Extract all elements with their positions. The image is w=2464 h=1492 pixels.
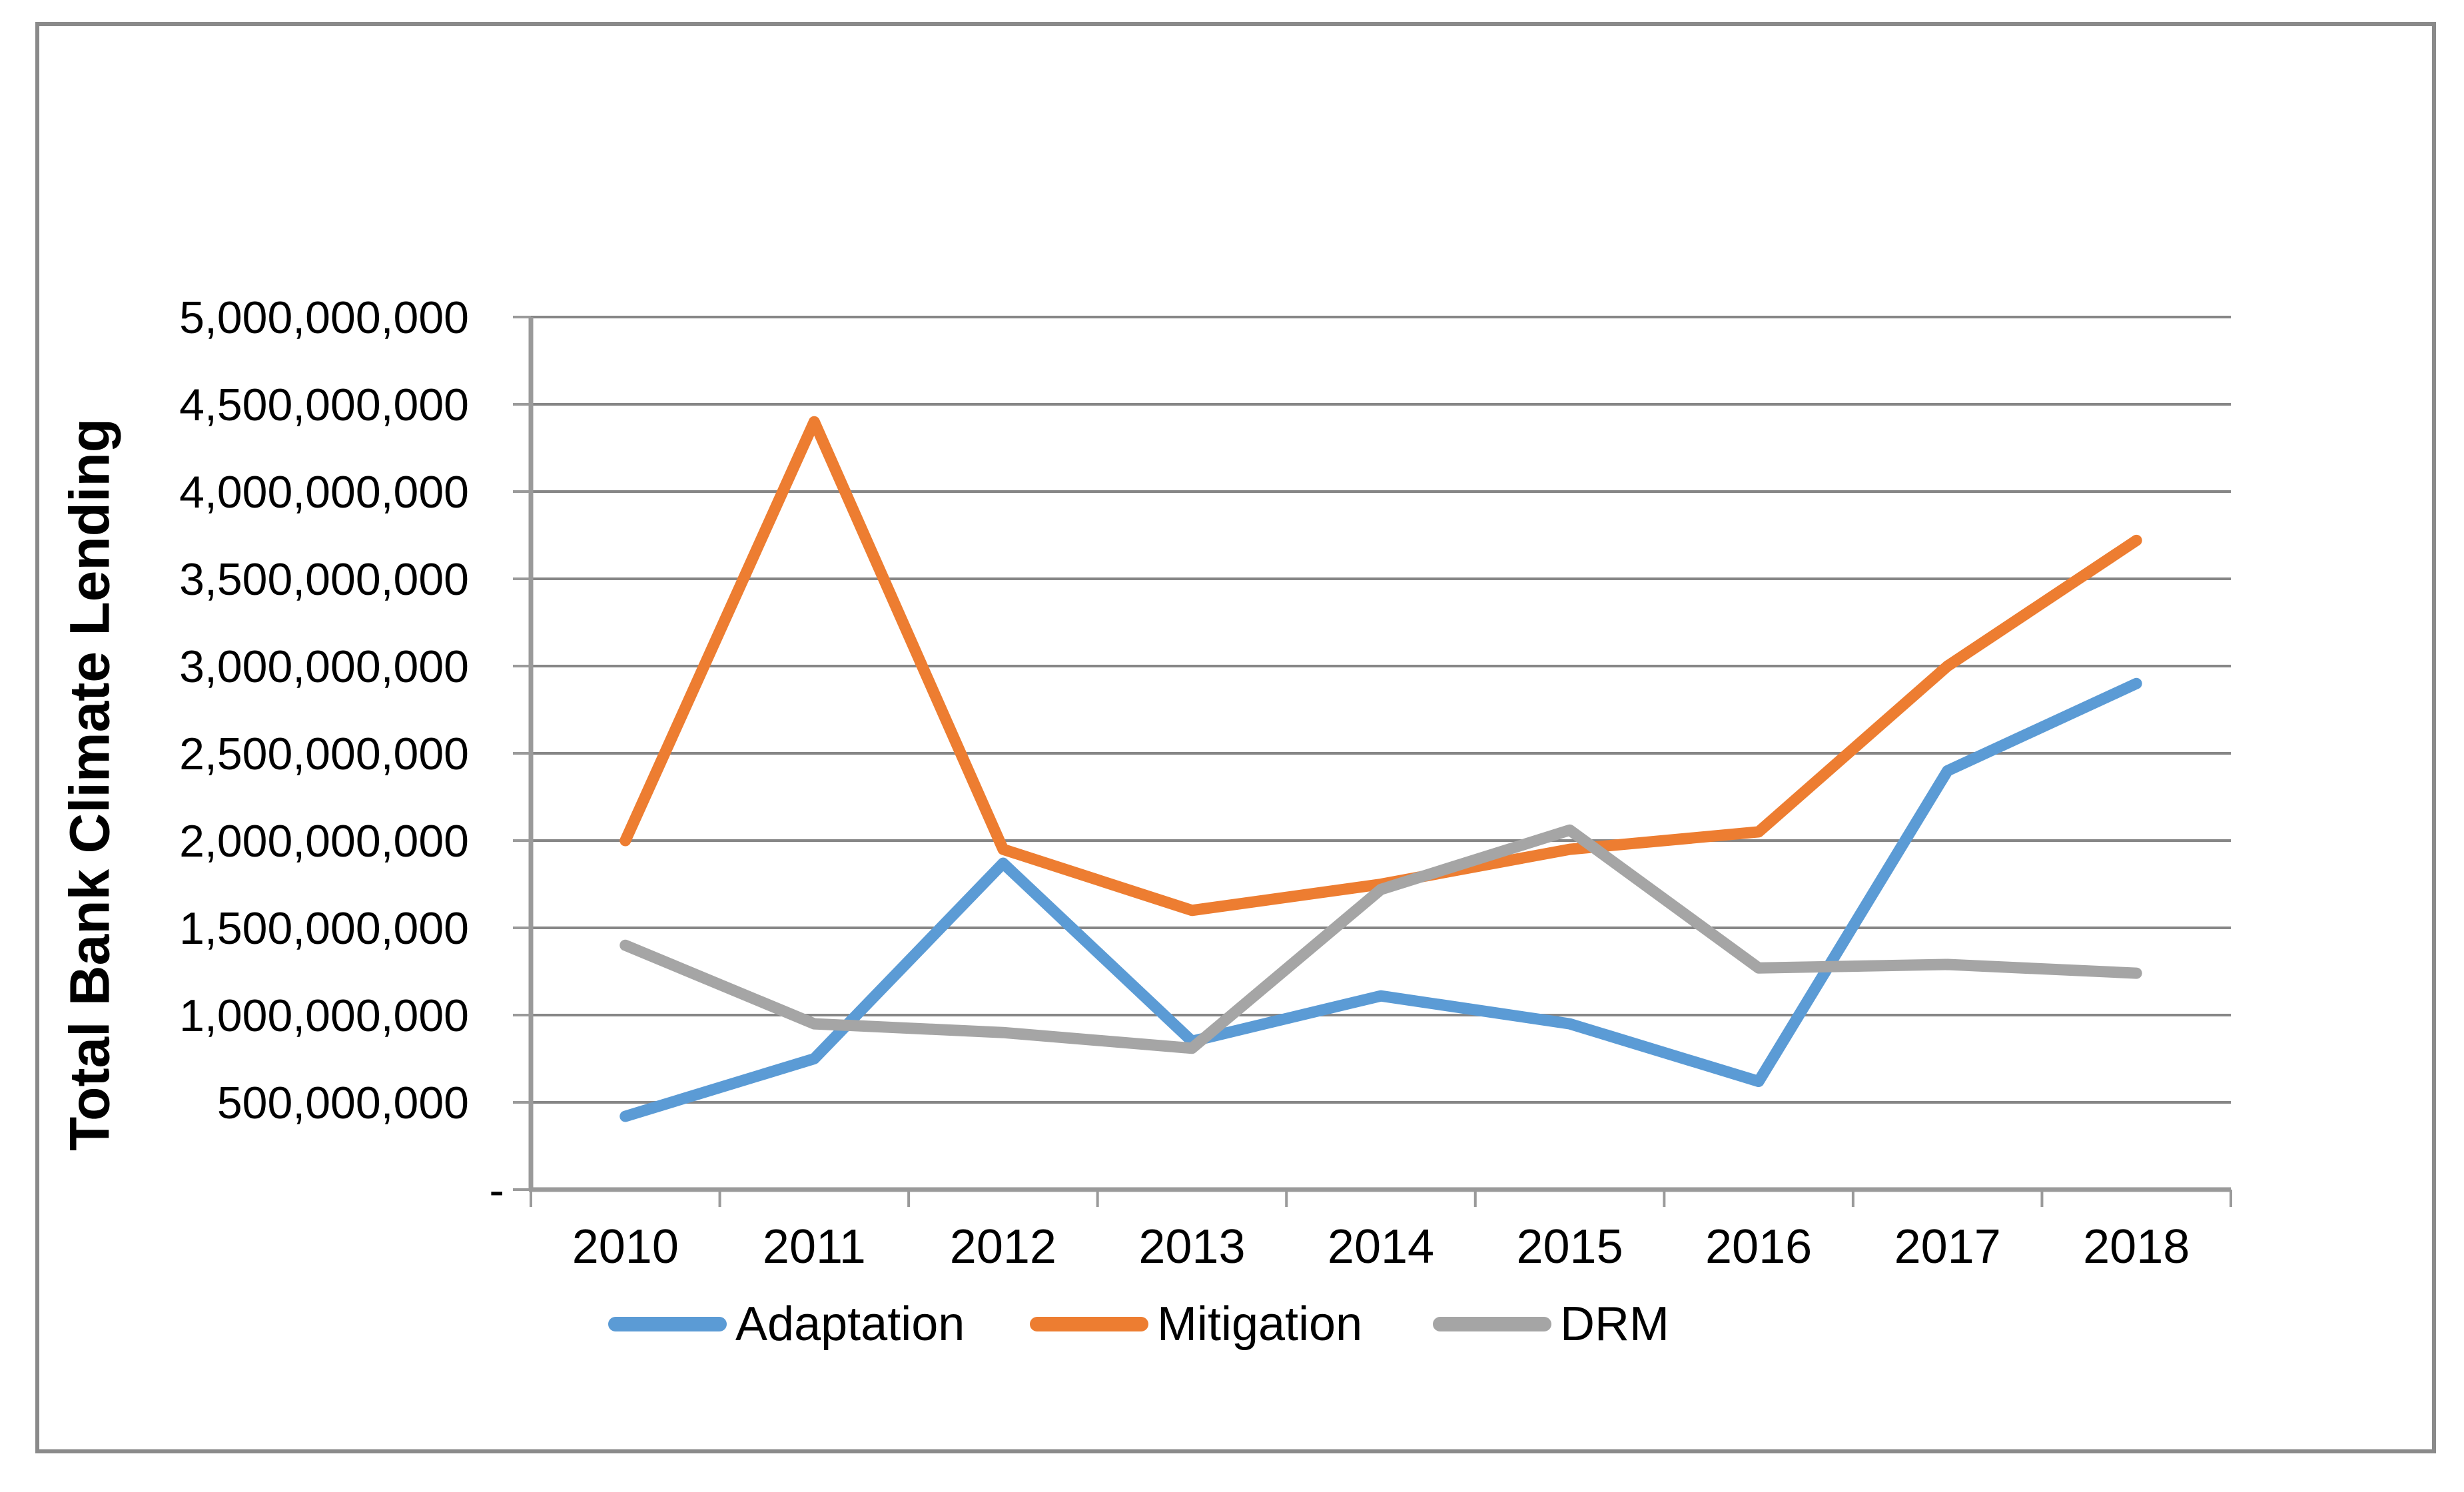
x-tick-label: 2012 [950, 1220, 1056, 1274]
x-tick-label: 2015 [1516, 1220, 1623, 1274]
y-tick-label: - [489, 1165, 504, 1216]
y-tick-label: 3,000,000,000 [179, 641, 469, 692]
legend-item-mitigation: Mitigation [1030, 1299, 1362, 1349]
legend-swatch-drm [1433, 1317, 1551, 1331]
y-tick-label: 1,500,000,000 [179, 903, 469, 954]
y-tick-label: 2,000,000,000 [179, 816, 469, 867]
legend-label: Mitigation [1157, 1298, 1363, 1351]
x-tick-label: 2014 [1328, 1220, 1434, 1274]
x-tick-label: 2018 [2083, 1220, 2190, 1274]
x-tick-label: 2016 [1705, 1220, 1812, 1274]
y-tick-label: 4,000,000,000 [179, 467, 469, 518]
x-tick-label: 2011 [763, 1220, 866, 1274]
x-tick-label: 2010 [572, 1220, 679, 1274]
legend-item-drm: DRM [1433, 1299, 1669, 1349]
legend-swatch-adaptation [608, 1317, 727, 1331]
legend-label: Adaptation [735, 1298, 965, 1351]
y-tick-label: 5,000,000,000 [179, 292, 469, 343]
y-tick-label: 2,500,000,000 [179, 729, 469, 779]
legend-swatch-mitigation [1030, 1317, 1148, 1331]
y-tick-label: 4,500,000,000 [179, 380, 469, 430]
legend-label: DRM [1560, 1298, 1669, 1351]
series-line-drm [619, 824, 2142, 1054]
x-tick-label: 2013 [1138, 1220, 1245, 1274]
y-tick-label: 1,000,000,000 [179, 990, 469, 1041]
x-tick-label: 2017 [1894, 1220, 2001, 1274]
chart-frame [35, 22, 2436, 1453]
y-tick-label: 500,000,000 [217, 1078, 469, 1128]
legend-item-adaptation: Adaptation [608, 1299, 965, 1349]
y-tick-label: 3,500,000,000 [179, 554, 469, 605]
series-line-adaptation [619, 677, 2142, 1122]
